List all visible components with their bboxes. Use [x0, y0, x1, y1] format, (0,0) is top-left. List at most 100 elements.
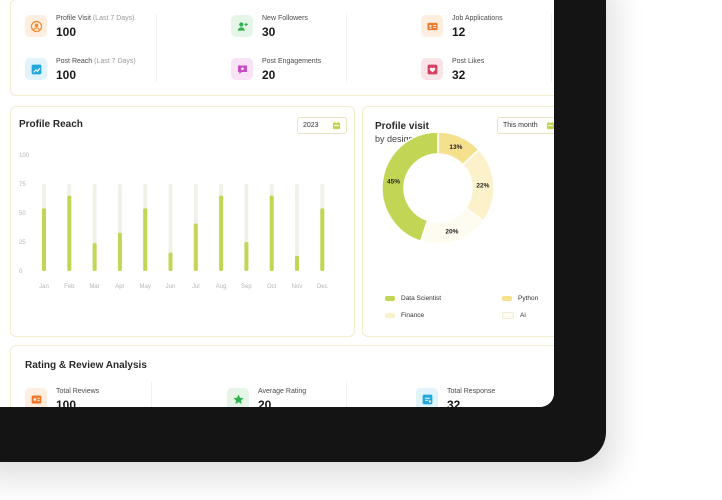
bar-track [168, 184, 173, 271]
reach-bar-chart: 0 25 50 75 100 Jan Feb Mar Apr May Jun Jul Aug Sep Oct… [19, 153, 328, 290]
stat-value: 32 [452, 68, 466, 82]
bar [193, 223, 198, 271]
card-subtitle: by designation [375, 134, 434, 144]
rating-review-card: Rating & Review Analysis Total Reviews 1… [10, 345, 554, 407]
stat-post-engagements: Post Engagements 20 [231, 58, 321, 82]
heart-icon [421, 58, 443, 80]
x-tick-label: Mar [89, 284, 99, 290]
x-tick-label: Jul [192, 284, 200, 290]
x-tick-label: Dec [317, 284, 328, 290]
legend-swatch [502, 312, 514, 319]
year-select[interactable]: 2023 [297, 117, 347, 134]
bar [42, 208, 46, 271]
donut-slice [419, 206, 485, 245]
legend-label: Data Scientist [401, 295, 442, 302]
stat-profile-visit: Profile Visit (Last 7 Days) 100 [25, 15, 134, 39]
rating-total-reviews: Total Reviews 100 [25, 388, 99, 407]
donut-label: 22% [476, 183, 489, 190]
profile-reach-card: Profile Reach 2023 0 25 50 75 100 Jan Feb Mar Ap… [10, 106, 355, 337]
donut-label: 13% [449, 144, 462, 151]
stat-value: 20 [262, 68, 276, 82]
device-frame: Profile Visit (Last 7 Days) 100 New Foll… [0, 0, 606, 462]
bar [320, 208, 325, 271]
stat-label: Profile Visit [56, 15, 91, 22]
stat-label: New Followers [262, 15, 308, 22]
stats-divider [346, 14, 347, 82]
stat-job-applications: Job Applications 12 [421, 15, 503, 39]
card-title: Profile Reach [19, 119, 83, 130]
year-value: 2023 [303, 122, 319, 129]
bar [219, 195, 224, 271]
stat-label: Job Applications [452, 15, 503, 22]
bar [117, 232, 122, 271]
x-tick-label: Jan [39, 284, 49, 290]
bar-track [295, 184, 299, 271]
stat-label: Post Engagements [262, 58, 322, 65]
legend-swatch [385, 296, 395, 301]
rating-average-rating: Average Rating 20 [227, 388, 306, 407]
stats-divider [156, 14, 157, 82]
stat-value: 100 [56, 68, 77, 82]
stat-label: Total Reviews [56, 388, 100, 395]
legend-item: Python [502, 295, 538, 302]
card-title: Rating & Review Analysis [25, 360, 147, 371]
rating-total-response: Total Response 32 [416, 388, 495, 407]
stat-label: Post Reach [56, 58, 93, 65]
period-select[interactable]: This month [497, 117, 554, 134]
x-tick-label: May [140, 284, 151, 290]
x-tick-label: Nov [292, 284, 303, 290]
chat-icon [231, 58, 253, 80]
profile-visit-card: Profile visit by designation This month … [362, 106, 554, 337]
stat-label: Average Rating [258, 388, 307, 395]
stats-divider [551, 14, 552, 82]
y-tick-label: 0 [19, 269, 23, 275]
bar [269, 195, 274, 271]
stat-value: 100 [56, 398, 77, 407]
add-user-icon [231, 15, 253, 37]
stat-label: Post Likes [452, 58, 485, 65]
stat-post-likes: Post Likes 32 [421, 58, 484, 82]
donut-slice [381, 131, 439, 243]
designation-donut-chart: 13% 22% 20% 45% [381, 131, 495, 245]
y-tick-label: 25 [19, 240, 26, 246]
legend-label: Python [518, 295, 539, 302]
calendar-icon [546, 121, 554, 130]
stats-card: Profile Visit (Last 7 Days) 100 New Foll… [10, 0, 554, 96]
stat-value: 30 [262, 25, 276, 39]
stat-note: (Last 7 Days) [94, 58, 136, 65]
id-card-icon [421, 15, 443, 37]
user-circle-icon [25, 15, 47, 37]
calendar-icon [332, 121, 341, 130]
x-tick-label: Sep [241, 284, 252, 290]
legend-item: Data Scientist [385, 295, 441, 302]
stat-note: (Last 7 Days) [92, 15, 135, 22]
bar [168, 252, 173, 271]
rating-divider [151, 382, 152, 407]
x-tick-label: Oct [267, 284, 277, 290]
x-tick-label: Apr [115, 284, 124, 290]
legend-swatch [385, 313, 395, 318]
bar [295, 255, 299, 271]
donut-label: 20% [445, 228, 458, 235]
review-icon [25, 388, 47, 407]
legend-label: Ai [520, 312, 526, 319]
y-tick-label: 75 [19, 182, 26, 188]
y-tick-label: 50 [19, 211, 26, 217]
star-icon [227, 388, 249, 407]
stat-value: 32 [447, 398, 461, 407]
stat-value: 20 [258, 398, 272, 407]
stat-new-followers: New Followers 30 [231, 15, 308, 39]
bar [92, 243, 97, 271]
dashboard-screen: Profile Visit (Last 7 Days) 100 New Foll… [0, 0, 554, 407]
stat-value: 100 [56, 25, 77, 39]
x-tick-label: Feb [64, 284, 75, 290]
bar [244, 242, 249, 271]
legend-label: Finance [401, 312, 425, 319]
legend-item: Finance [385, 312, 424, 319]
x-tick-label: Aug [216, 284, 227, 290]
stat-label: Total Response [447, 388, 496, 395]
x-tick-label: Jun [166, 284, 176, 290]
card-title: Profile visit [375, 121, 429, 132]
rating-divider [346, 382, 347, 407]
response-icon [416, 388, 438, 407]
